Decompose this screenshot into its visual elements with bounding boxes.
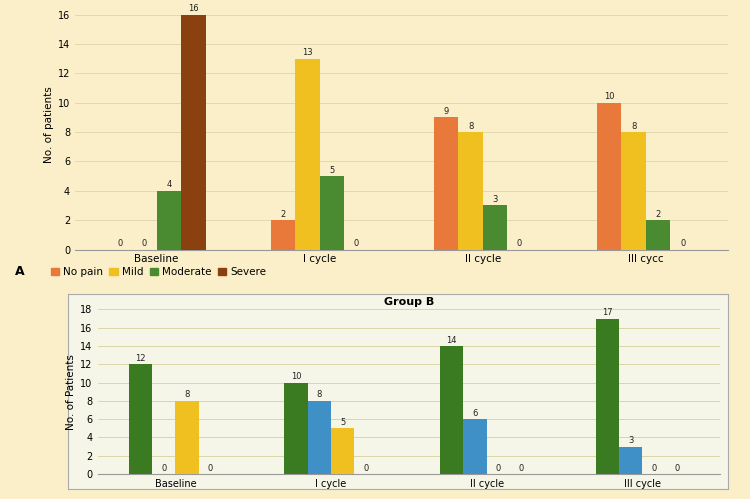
Bar bbox=[308, 401, 331, 474]
Bar bbox=[597, 103, 622, 250]
Text: 0: 0 bbox=[354, 239, 359, 248]
Bar bbox=[433, 117, 458, 250]
Text: 8: 8 bbox=[631, 122, 637, 131]
Text: 0: 0 bbox=[674, 464, 680, 473]
Bar bbox=[483, 206, 507, 250]
Text: 10: 10 bbox=[604, 92, 614, 101]
Text: 0: 0 bbox=[142, 239, 147, 248]
Text: 17: 17 bbox=[602, 308, 613, 317]
Bar bbox=[596, 318, 619, 474]
Text: 0: 0 bbox=[208, 464, 213, 473]
Bar bbox=[646, 220, 670, 250]
Legend: No pain, Mild, Moderate, Severe: No pain, Mild, Moderate, Severe bbox=[46, 263, 271, 281]
Bar bbox=[320, 176, 344, 250]
Text: 0: 0 bbox=[680, 239, 686, 248]
Bar bbox=[331, 428, 354, 474]
Text: 10: 10 bbox=[291, 372, 302, 381]
Bar bbox=[271, 220, 296, 250]
Text: 5: 5 bbox=[329, 166, 334, 175]
Text: 13: 13 bbox=[302, 48, 313, 57]
Text: 4: 4 bbox=[166, 180, 172, 189]
Text: 5: 5 bbox=[340, 418, 345, 427]
Text: A: A bbox=[15, 265, 25, 278]
Text: 16: 16 bbox=[188, 4, 199, 13]
Bar bbox=[440, 346, 464, 474]
Bar bbox=[129, 364, 152, 474]
Text: 3: 3 bbox=[628, 436, 633, 445]
Y-axis label: No. of patients: No. of patients bbox=[44, 86, 53, 163]
Bar bbox=[157, 191, 181, 250]
Text: 3: 3 bbox=[492, 195, 498, 204]
Text: 6: 6 bbox=[472, 409, 478, 418]
Bar bbox=[296, 59, 320, 250]
Text: 0: 0 bbox=[651, 464, 656, 473]
Bar bbox=[176, 401, 199, 474]
Text: 0: 0 bbox=[517, 239, 522, 248]
Text: 12: 12 bbox=[135, 354, 146, 363]
Bar bbox=[458, 132, 483, 250]
Bar bbox=[464, 419, 487, 474]
Bar bbox=[284, 383, 308, 474]
Text: 0: 0 bbox=[496, 464, 501, 473]
Title: Group B: Group B bbox=[383, 297, 433, 307]
Text: 0: 0 bbox=[519, 464, 524, 473]
Text: 2: 2 bbox=[656, 210, 661, 219]
Text: 0: 0 bbox=[161, 464, 166, 473]
Bar bbox=[181, 14, 206, 250]
Y-axis label: No. of Patients: No. of Patients bbox=[66, 354, 76, 430]
Bar bbox=[622, 132, 646, 250]
Text: 9: 9 bbox=[443, 107, 448, 116]
Text: 8: 8 bbox=[468, 122, 473, 131]
Text: 8: 8 bbox=[184, 391, 190, 400]
Text: 2: 2 bbox=[280, 210, 286, 219]
Text: 8: 8 bbox=[316, 391, 322, 400]
Text: 14: 14 bbox=[446, 336, 457, 345]
Text: 0: 0 bbox=[117, 239, 122, 248]
Bar bbox=[619, 447, 642, 474]
Text: 0: 0 bbox=[363, 464, 368, 473]
